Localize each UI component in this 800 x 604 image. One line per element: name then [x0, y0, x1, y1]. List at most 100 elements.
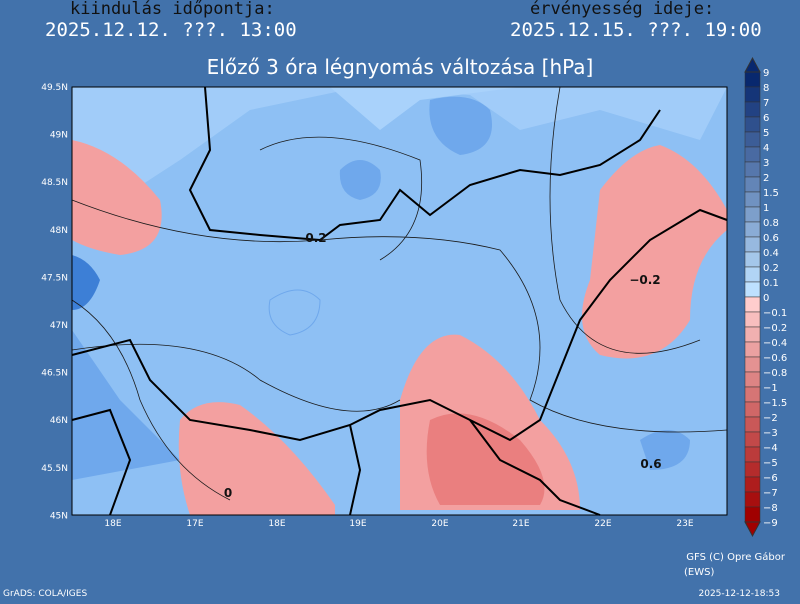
lon-label: 21E	[512, 519, 529, 529]
title: Előző 3 óra légnyomás változása [hPa]	[207, 55, 594, 79]
colorbar-swatch	[744, 416, 761, 433]
colorbar-swatch	[744, 326, 761, 343]
colorbar-label: −0.1	[763, 308, 787, 319]
colorbar-end	[744, 56, 761, 73]
colorbar-swatch	[744, 251, 761, 268]
colorbar-end	[744, 521, 761, 538]
lon-label: 22E	[594, 519, 611, 529]
colorbar-swatch	[744, 341, 761, 358]
colorbar-swatch	[744, 116, 761, 133]
borders	[71, 86, 728, 516]
lon-label: 20E	[431, 519, 448, 529]
field-red	[178, 402, 335, 515]
colorbar-swatch	[744, 356, 761, 373]
colorbar-label: −2	[763, 413, 778, 424]
colorbar-label: −0.4	[763, 338, 787, 349]
colorbar-label: −4	[763, 443, 778, 454]
colorbar-swatch	[744, 461, 761, 478]
colorbar-swatch	[744, 206, 761, 223]
lat-label: 45N	[50, 511, 68, 521]
field-blue-patch	[640, 430, 690, 470]
lat-label: 48N	[50, 226, 68, 236]
colorbar-swatch	[744, 221, 761, 238]
field-red	[72, 140, 162, 255]
colorbar-swatch	[744, 446, 761, 463]
contour-label: 0	[224, 486, 232, 500]
lat-label: 48.5N	[41, 178, 68, 188]
colorbar-label: 7	[763, 98, 769, 109]
colorbar-label: 1	[763, 203, 769, 214]
colorbar-swatch	[744, 146, 761, 163]
field-low	[72, 255, 100, 310]
field-blue-patch	[339, 160, 381, 200]
colorbar-swatch	[744, 161, 761, 178]
lat-label: 49.5N	[41, 83, 68, 93]
colorbar-label: 4	[763, 143, 769, 154]
lon-label: 23E	[676, 519, 693, 529]
colorbar-label: −8	[763, 503, 778, 514]
field-blue-patch	[268, 289, 321, 336]
colorbar-label: 9	[763, 68, 769, 79]
colorbar-label: −3	[763, 428, 778, 439]
colorbar-swatch	[744, 281, 761, 298]
lon-label: 19E	[349, 519, 366, 529]
colorbar-label: −1.5	[763, 398, 787, 409]
colorbar-label: −0.6	[763, 353, 787, 364]
field-light	[72, 87, 727, 230]
valid-label: érvényesség ideje:	[530, 0, 714, 19]
colorbar-swatch	[744, 506, 761, 523]
field-low	[72, 230, 180, 480]
lat-label: 47.5N	[41, 273, 68, 283]
lon-label: 17E	[186, 519, 203, 529]
colorbar-label: 3	[763, 158, 769, 169]
colorbar-label: −7	[763, 488, 778, 499]
valid-time: 2025.12.15. ???. 19:00	[510, 19, 762, 41]
generated: 2025-12-12-18:53	[699, 589, 781, 599]
colorbar-swatch	[744, 131, 761, 148]
contours	[71, 86, 728, 501]
colorbar-swatch	[744, 431, 761, 448]
field-blue-patch	[429, 96, 492, 155]
map-frame	[71, 86, 728, 516]
colorbar-label: 0.8	[763, 218, 779, 229]
colorbar-swatch	[744, 476, 761, 493]
credit: GFS (C) Opre Gábor	[686, 551, 786, 563]
colorbar-label: 0.4	[763, 248, 779, 259]
lat-label: 45.5N	[41, 464, 68, 474]
colorbar-swatch	[744, 101, 761, 118]
colorbar-swatch	[744, 71, 761, 88]
lat-label: 49N	[50, 131, 68, 141]
colorbar-label: 6	[763, 113, 769, 124]
colorbar-label: 2	[763, 173, 769, 184]
map-area	[71, 86, 728, 516]
colorbar-swatch	[744, 311, 761, 328]
credit-sub: (EWS)	[684, 567, 714, 578]
colorbar-label: 5	[763, 128, 769, 139]
colorbar-label: 0.1	[763, 278, 779, 289]
lat-label: 46.5N	[41, 369, 68, 379]
colorbar-label: 0	[763, 293, 769, 304]
colorbar-swatch	[744, 266, 761, 283]
colorbar-label: −1	[763, 383, 778, 394]
lon-label: 18E	[104, 519, 121, 529]
software: GrADS: COLA/IGES	[3, 589, 87, 599]
issue-label: kiindulás időpontja:	[70, 0, 275, 19]
colorbar-label: −5	[763, 458, 778, 469]
colorbar-label: −0.8	[763, 368, 787, 379]
lat-label: 46N	[50, 416, 68, 426]
issue-time: 2025.12.12. ???. 13:00	[45, 19, 297, 41]
colorbar-swatch	[744, 491, 761, 508]
colorbar-label: 0.2	[763, 263, 779, 274]
field-red	[582, 145, 727, 359]
colorbar-swatch	[744, 401, 761, 418]
colorbar-label: 8	[763, 83, 769, 94]
colorbar-label: −6	[763, 473, 778, 484]
colorbar-swatch	[744, 296, 761, 313]
lat-label: 47N	[50, 321, 68, 331]
colorbar-swatch	[744, 371, 761, 388]
contour-label: 0.2	[305, 231, 326, 245]
colorbar-label: −9	[763, 518, 778, 529]
colorbar-swatch	[744, 386, 761, 403]
lon-label: 18E	[268, 519, 285, 529]
